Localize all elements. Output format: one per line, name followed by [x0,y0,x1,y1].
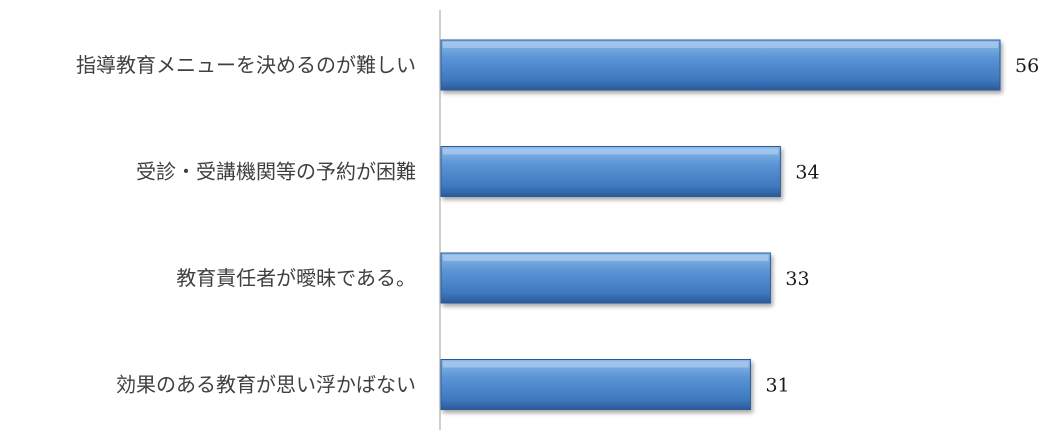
category-label-1: 指導教育メニューを決めるのが難しい [76,53,416,77]
value-label-1: 56 [1015,55,1039,77]
bar-highlight-3 [443,255,769,261]
bar-highlight-4 [443,361,749,368]
bar-3 [440,252,771,304]
bar-2 [440,146,781,197]
bar-1 [440,39,1001,91]
value-label-4: 31 [765,375,789,397]
bar-4 [440,359,751,410]
category-label-4: 効果のある教育が思い浮かばない [116,373,416,397]
value-label-2: 34 [795,162,819,184]
value-label-3: 33 [785,268,809,290]
bar-highlight-2 [443,148,779,155]
bar-highlight-1 [443,42,998,48]
category-label-2: 受診・受講機関等の予約が困難 [136,160,416,184]
category-label-3: 教育責任者が曖昧である。 [176,266,416,290]
